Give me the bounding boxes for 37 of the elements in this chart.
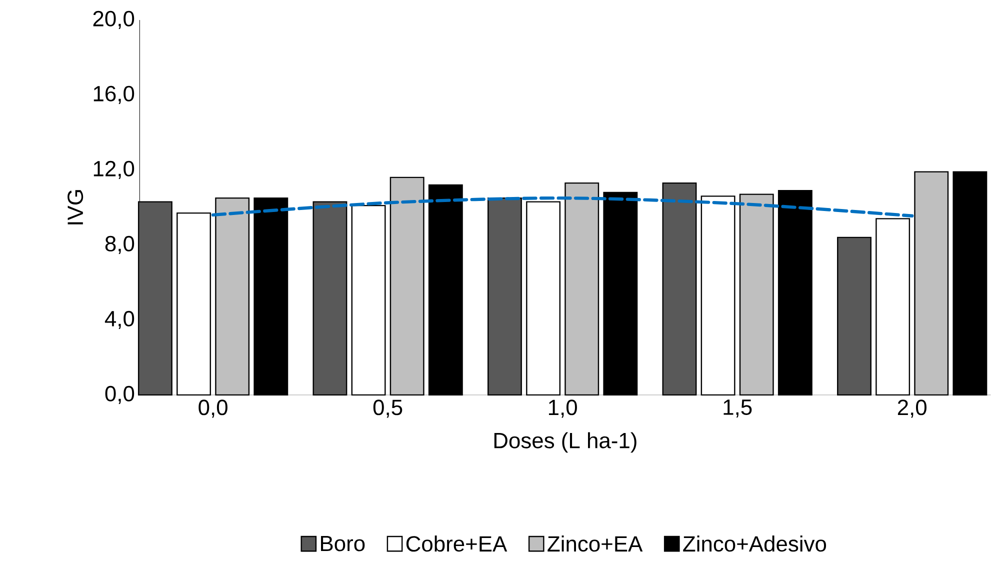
legend-label: Zinco+Adesivo — [683, 536, 826, 552]
bar — [914, 171, 949, 396]
x-tick-label: 1,0 — [548, 400, 577, 418]
x-axis-title: Doses (L ha-1) — [494, 432, 636, 453]
bar — [351, 205, 386, 396]
bar — [564, 182, 600, 396]
bar — [312, 201, 348, 396]
y-tick-label: 4,0 — [104, 310, 134, 330]
bar — [488, 198, 522, 396]
x-tick-label: 1,5 — [724, 400, 752, 418]
bar — [837, 236, 872, 396]
y-axis-title: IVG — [68, 190, 84, 224]
bar — [215, 198, 250, 396]
bar — [526, 201, 561, 396]
y-tick-label: 12,0 — [94, 160, 134, 180]
bar — [876, 218, 910, 396]
line-series — [211, 196, 914, 218]
bar — [254, 198, 288, 396]
y-tick-label: 8,0 — [105, 236, 134, 254]
bar — [390, 176, 424, 396]
bar — [952, 171, 988, 396]
y-tick-label: 20,0 — [93, 10, 134, 30]
x-tick-label: 0,5 — [373, 400, 402, 418]
y-tick-label: 0,0 — [105, 386, 134, 404]
x-tick-label: 0,0 — [198, 400, 228, 418]
legend-label: Boro — [321, 536, 365, 552]
legend-label: Cobre+EA — [406, 536, 508, 552]
bar — [176, 212, 211, 396]
bar — [778, 190, 812, 396]
x-tick-label: 2,0 — [898, 400, 926, 418]
legend-label: Zinco+EA — [548, 536, 643, 552]
bar — [603, 192, 638, 396]
y-tick-label: 16,0 — [94, 86, 134, 104]
bar — [739, 194, 774, 396]
bar — [700, 196, 736, 396]
bar — [428, 184, 463, 396]
bar — [662, 182, 697, 396]
